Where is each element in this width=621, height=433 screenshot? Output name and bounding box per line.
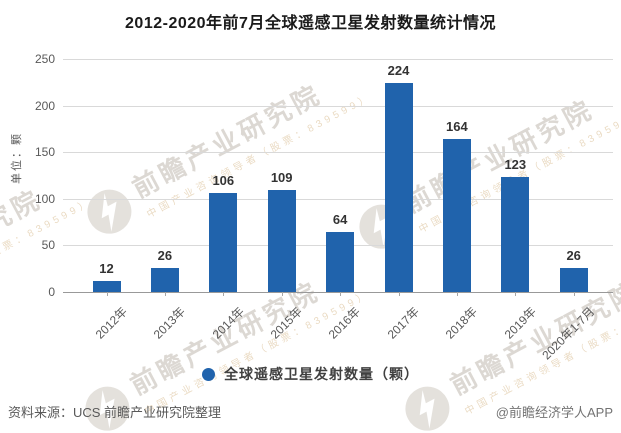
bar-value-label: 164: [446, 119, 468, 135]
legend-marker-icon: [202, 367, 215, 381]
x-tick: [398, 292, 400, 296]
gridline: [63, 59, 613, 60]
bar-value-label: 26: [566, 247, 581, 263]
x-tick-label: 2017年: [384, 304, 422, 342]
bar-value-label: 224: [387, 63, 410, 79]
x-tick: [164, 292, 166, 296]
x-tick: [456, 292, 458, 296]
bar: [326, 232, 355, 292]
plot-area: 0 50 100 150 200 250 12 2012年 26 2013年 106 2014年 109…: [35, 52, 613, 362]
credit-text: @前瞻经济学人APP: [495, 405, 613, 420]
chart-title: 2012-2020年前7月全球遥感卫星发射数量统计情况: [125, 15, 496, 32]
x-tick-label: 2014年: [209, 304, 247, 342]
x-tick-label: 2018年: [442, 304, 481, 342]
bar: [384, 83, 413, 292]
bar-value-label: 123: [504, 157, 527, 173]
y-tick-label: 0: [48, 285, 55, 299]
gridline: [63, 105, 613, 107]
x-tick-label: 2016年: [326, 304, 364, 342]
x-tick-label: 2013年: [150, 304, 189, 342]
x-tick-label: 2012年: [92, 304, 130, 342]
legend-label: 全球遥感卫星发射数量（颗）: [224, 366, 419, 382]
y-tick-label: 50: [41, 238, 55, 253]
bar: [150, 267, 179, 292]
bar: [209, 193, 238, 292]
x-tick: [281, 292, 283, 296]
bar: [267, 190, 296, 292]
y-tick-label: 250: [34, 52, 55, 66]
y-tick-label: 100: [34, 191, 55, 206]
x-tick-label: 2020年1-7月: [539, 304, 598, 363]
x-tick: [515, 292, 517, 296]
x-tick-label: 2019年: [501, 304, 539, 342]
x-tick: [573, 292, 575, 296]
gridline: [63, 152, 613, 154]
legend: 全球遥感卫星发射数量（颗）: [0, 364, 621, 384]
x-axis-baseline: [63, 292, 613, 293]
data-source-text: 资料来源：UCS 前瞻产业研究院整理: [8, 405, 222, 420]
bar-value-label: 106: [212, 173, 235, 189]
x-tick: [106, 292, 108, 296]
bar-value-label: 12: [99, 260, 114, 276]
bar: [501, 177, 530, 292]
x-tick-label: 2015年: [267, 304, 306, 342]
qianzhan-bolt-icon: [405, 386, 450, 431]
x-tick: [340, 292, 342, 296]
x-tick: [223, 292, 225, 296]
y-tick-label: 200: [34, 98, 55, 113]
bar: [442, 139, 471, 292]
bar: [92, 280, 121, 292]
bar-value-label: 64: [332, 212, 348, 228]
bar: [559, 267, 588, 292]
gridline: [63, 198, 613, 200]
bar-value-label: 109: [270, 170, 293, 186]
bar-value-label: 26: [157, 247, 173, 263]
y-tick-label: 150: [34, 145, 55, 160]
